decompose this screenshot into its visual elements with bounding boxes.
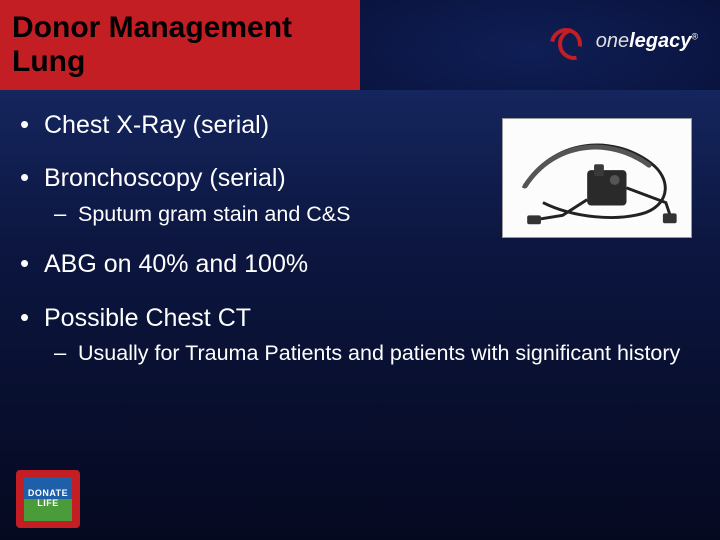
sub-bullet-text: Sputum gram stain and C&S	[78, 202, 350, 226]
bronchoscope-icon	[503, 119, 691, 237]
bullet-text: Possible Chest CT	[44, 304, 251, 332]
title-line-2: Lung	[12, 45, 85, 78]
ribbon-icon	[550, 28, 590, 54]
brand-word-one: one	[596, 30, 629, 52]
donate-life-inner: DONATE LIFE	[24, 477, 72, 521]
bullet-item: Possible Chest CT Usually for Trauma Pat…	[14, 303, 706, 367]
sub-bullet-item: Usually for Trauma Patients and patients…	[44, 340, 706, 367]
bronchoscope-image	[502, 118, 692, 238]
registered-mark: ®	[691, 31, 698, 41]
brand-word-legacy: legacy	[629, 30, 691, 52]
brand-logo: onelegacy®	[550, 28, 698, 54]
bullet-item: ABG on 40% and 100%	[14, 249, 706, 280]
bullet-text: ABG on 40% and 100%	[44, 250, 308, 278]
badge-line-2: LIFE	[37, 499, 59, 509]
bullet-text: Chest X-Ray (serial)	[44, 111, 269, 139]
sub-bullet-list: Usually for Trauma Patients and patients…	[44, 340, 706, 367]
donate-life-badge: DONATE LIFE	[16, 470, 80, 528]
header-bar: Donor Management Lung onelegacy®	[0, 0, 720, 90]
title-line-1: Donor Management	[12, 11, 292, 44]
sub-bullet-text: Usually for Trauma Patients and patients…	[78, 341, 680, 365]
bullet-text: Bronchoscopy (serial)	[44, 164, 286, 192]
slide: Donor Management Lung onelegacy® Chest X…	[0, 0, 720, 540]
slide-title: Donor Management Lung	[12, 11, 292, 80]
